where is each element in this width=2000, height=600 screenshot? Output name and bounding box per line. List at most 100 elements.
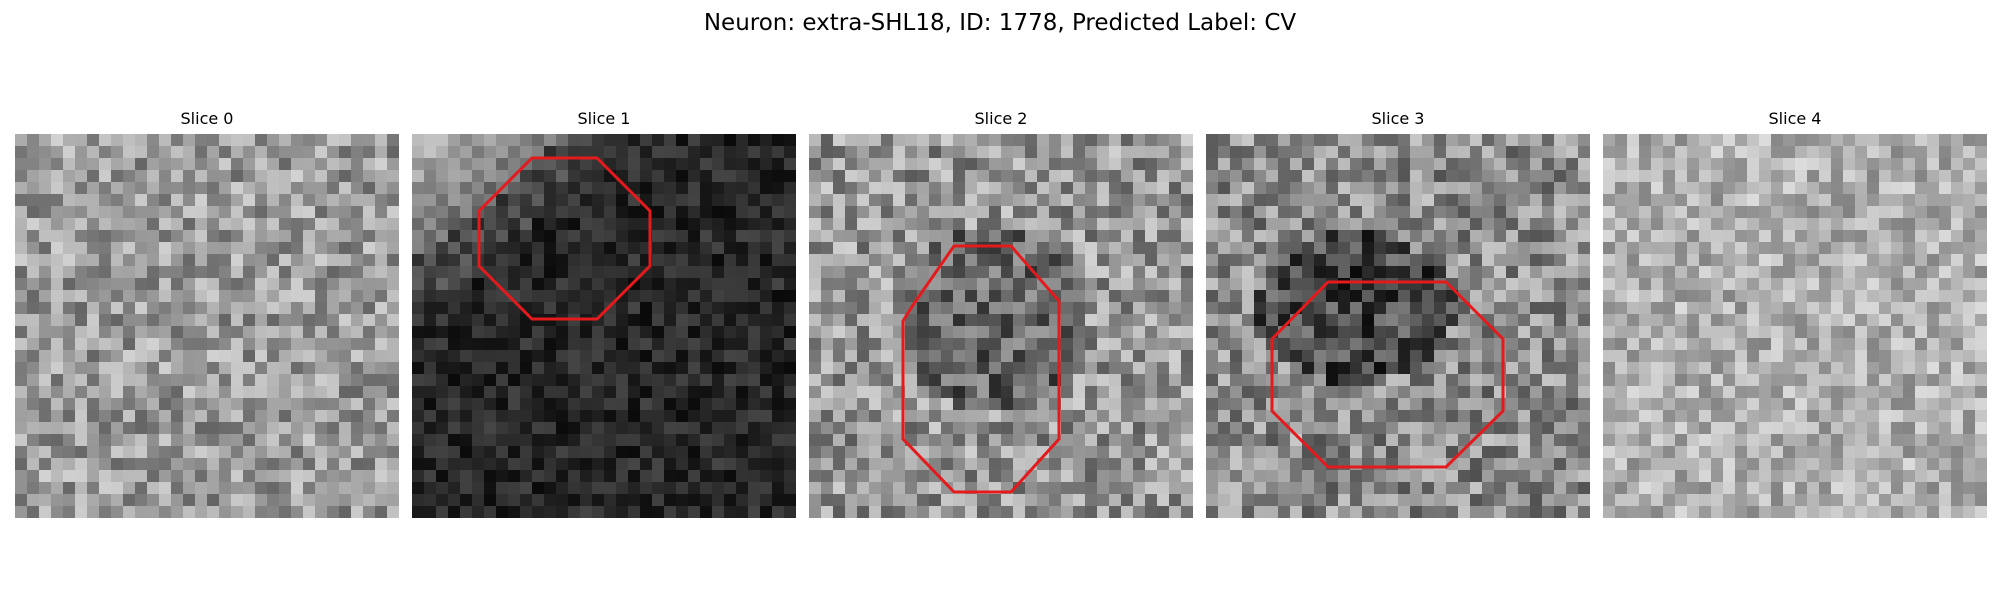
pixel-cell [881,278,894,291]
pixel-cell [652,362,665,375]
pixel-cell [1109,230,1122,243]
pixel-cell [1687,410,1700,423]
pixel-cell [1903,230,1916,243]
pixel-cell [929,506,942,518]
pixel-cell [532,218,545,231]
pixel-cell [1855,218,1868,231]
pixel-cell [1230,218,1243,231]
pixel-cell [99,386,112,399]
pixel-cell [1049,182,1062,195]
pixel-cell [375,206,388,219]
pixel-cell [1049,254,1062,267]
pixel-cell [1218,302,1231,315]
pixel-cell [1097,302,1110,315]
pixel-cell [640,398,653,411]
pixel-cell [664,134,677,147]
pixel-cell [1663,134,1676,147]
pixel-cell [616,410,629,423]
pixel-cell [1675,290,1688,303]
pixel-cell [1615,350,1628,363]
pixel-cell [1338,398,1351,411]
pixel-cell [291,242,304,255]
pixel-cell [387,434,399,447]
pixel-cell [183,446,196,459]
pixel-cell [1290,158,1303,171]
pixel-cell [772,326,785,339]
pixel-cell [580,218,593,231]
pixel-cell [1001,326,1014,339]
pixel-cell [712,350,725,363]
pixel-cell [1603,254,1616,267]
pixel-cell [207,302,220,315]
pixel-cell [291,386,304,399]
pixel-cell [1975,146,1987,159]
pixel-cell [532,302,545,315]
pixel-cell [1819,218,1832,231]
pixel-cell [1230,338,1243,351]
pixel-cell [1025,446,1038,459]
pixel-cell [1951,182,1964,195]
pixel-cell [1506,146,1519,159]
pixel-cell [1735,206,1748,219]
pixel-cell [1133,506,1146,518]
pixel-cell [1049,146,1062,159]
pixel-cell [460,494,473,507]
pixel-cell [1458,134,1471,147]
pixel-cell [580,182,593,195]
pixel-cell [448,326,461,339]
pixel-cell [135,290,148,303]
pixel-cell [303,434,316,447]
pixel-cell [375,458,388,471]
pixel-cell [1723,326,1736,339]
pixel-cell [724,218,737,231]
pixel-cell [628,314,641,327]
pixel-cell [1326,158,1339,171]
pixel-cell [1157,374,1170,387]
pixel-cell [676,470,689,483]
pixel-cell [39,410,52,423]
pixel-cell [1578,242,1590,255]
pixel-cell [39,170,52,183]
pixel-cell [171,482,184,495]
pixel-cell [1711,254,1724,267]
pixel-cell [1049,470,1062,483]
pixel-cell [1109,254,1122,267]
pixel-cell [1675,254,1688,267]
pixel-cell [484,398,497,411]
pixel-cell [941,458,954,471]
pixel-cell [1073,398,1086,411]
pixel-cell [460,482,473,495]
pixel-cell [171,398,184,411]
pixel-cell [424,338,437,351]
pixel-cell [1133,398,1146,411]
pixel-cell [1169,314,1182,327]
pixel-cell [1001,350,1014,363]
pixel-cell [1651,254,1664,267]
pixel-cell [628,446,641,459]
pixel-cell [1013,362,1026,375]
pixel-cell [1097,134,1110,147]
pixel-cell [1470,362,1483,375]
pixel-cell [736,314,749,327]
pixel-cell [1723,398,1736,411]
pixel-cell [1085,254,1098,267]
pixel-cell [27,338,40,351]
pixel-cell [1025,266,1038,279]
pixel-cell [147,218,160,231]
pixel-cell [1735,230,1748,243]
pixel-cell [628,422,641,435]
pixel-cell [1266,230,1279,243]
pixel-cell [1783,374,1796,387]
pixel-cell [135,158,148,171]
pixel-cell [15,314,28,327]
pixel-cell [315,422,328,435]
pixel-cell [1603,422,1616,435]
pixel-cell [1867,410,1880,423]
pixel-cell [1603,446,1616,459]
pixel-cell [1627,350,1640,363]
pixel-cell [1855,314,1868,327]
pixel-cell [159,146,172,159]
pixel-cell [279,266,292,279]
pixel-cell [291,254,304,267]
pixel-cell [1927,158,1940,171]
